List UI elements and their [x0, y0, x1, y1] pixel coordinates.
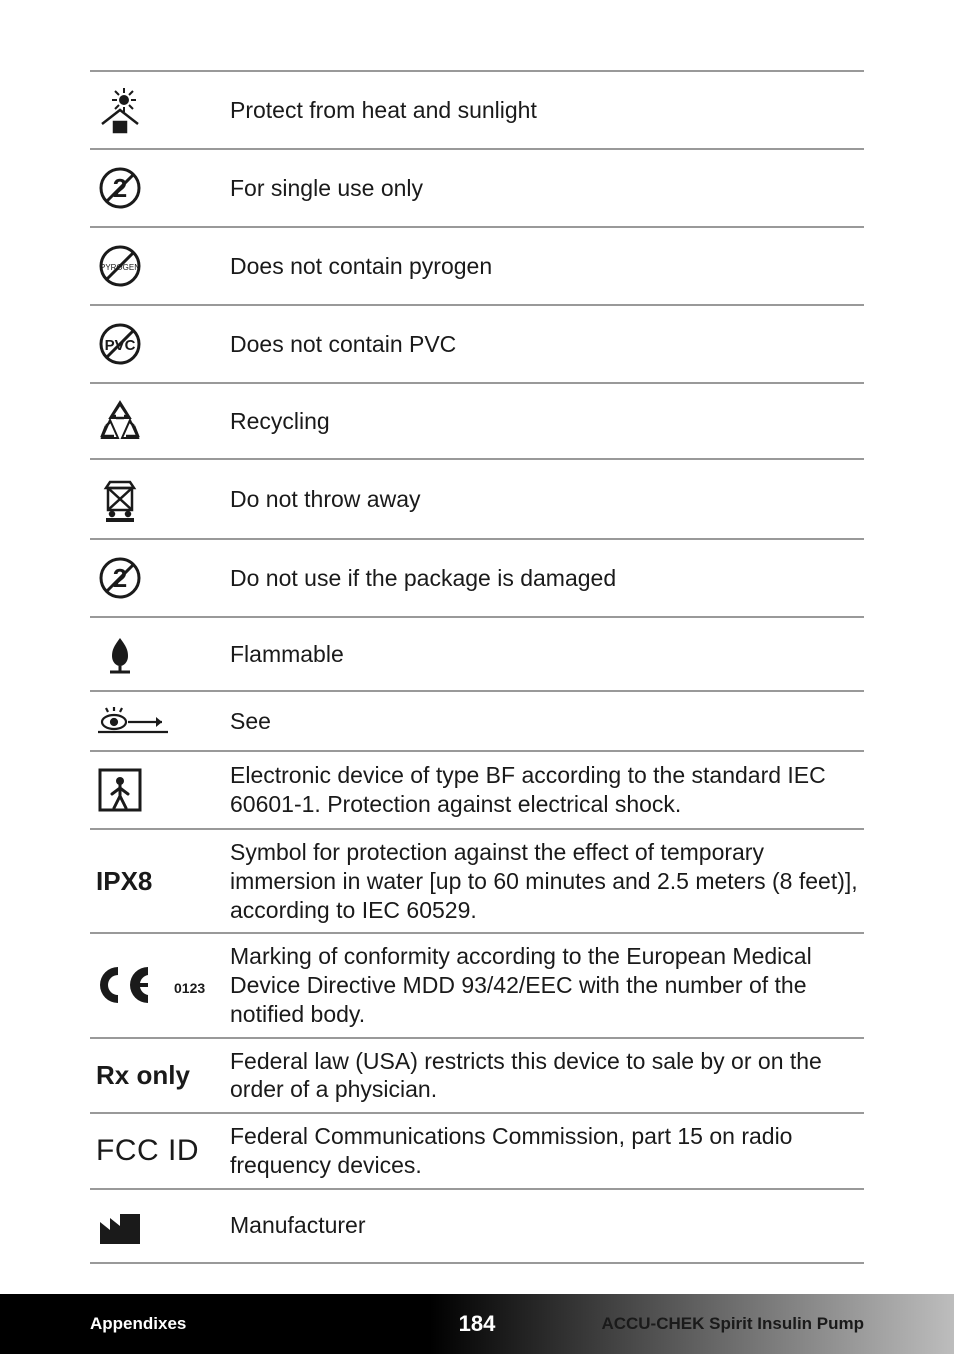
description-cell: Flammable — [230, 617, 864, 691]
damaged-package-icon — [96, 554, 144, 602]
description-cell: Recycling — [230, 383, 864, 459]
table-row: Recycling — [90, 383, 864, 459]
table-row: IPX8 Symbol for protection against the ef… — [90, 829, 864, 933]
description-cell: Manufacturer — [230, 1189, 864, 1263]
flammable-icon — [96, 632, 144, 676]
table-row: Protect from heat and sunlight — [90, 71, 864, 149]
weee-icon — [96, 474, 144, 524]
symbol-cell: IPX8 — [90, 829, 230, 933]
symbol-cell — [90, 539, 230, 617]
table-row: Flammable — [90, 617, 864, 691]
page: Protect from heat and sunlightFor single… — [0, 0, 954, 1354]
description-cell: Do not use if the package is damaged — [230, 539, 864, 617]
symbol-cell — [90, 459, 230, 539]
no-pyrogen-icon — [96, 242, 144, 290]
content-area: Protect from heat and sunlightFor single… — [0, 0, 954, 1264]
type-bf-icon — [96, 766, 144, 814]
description-cell: Federal Communications Commission, part … — [230, 1113, 864, 1189]
table-row: See — [90, 691, 864, 751]
description-cell: Marking of conformity according to the E… — [230, 933, 864, 1037]
description-cell: Electronic device of type BF according t… — [230, 751, 864, 829]
symbol-text-label: IPX8 — [96, 866, 152, 896]
symbol-cell — [90, 149, 230, 227]
table-row: Rx only Federal law (USA) restricts this … — [90, 1038, 864, 1114]
description-cell: For single use only — [230, 149, 864, 227]
symbol-cell: FCC ID — [90, 1113, 230, 1189]
table-row: Do not use if the package is damaged — [90, 539, 864, 617]
symbol-cell — [90, 1189, 230, 1263]
footer-product-name: ACCU-CHEK Spirit Insulin Pump — [601, 1314, 864, 1334]
symbol-text-label: Rx only — [96, 1060, 190, 1090]
no-pvc-icon — [96, 320, 144, 368]
table-row: Does not contain pyrogen — [90, 227, 864, 305]
symbol-text-label: FCC ID — [96, 1134, 199, 1167]
description-cell: Symbol for protection against the effect… — [230, 829, 864, 933]
symbol-cell — [90, 933, 230, 1037]
symbol-cell — [90, 751, 230, 829]
heat-sun-icon — [96, 86, 144, 134]
description-cell: Federal law (USA) restricts this device … — [230, 1038, 864, 1114]
description-cell: Does not contain PVC — [230, 305, 864, 383]
ce-mark-icon — [96, 961, 206, 1009]
symbol-cell — [90, 305, 230, 383]
description-cell: Protect from heat and sunlight — [230, 71, 864, 149]
table-row: For single use only — [90, 149, 864, 227]
table-row: FCC ID Federal Communications Commission,… — [90, 1113, 864, 1189]
symbol-cell — [90, 691, 230, 751]
manufacturer-icon — [96, 1204, 144, 1248]
table-row: Marking of conformity according to the E… — [90, 933, 864, 1037]
table-row: Does not contain PVC — [90, 305, 864, 383]
symbol-cell — [90, 71, 230, 149]
table-row: Electronic device of type BF according t… — [90, 751, 864, 829]
symbol-cell — [90, 227, 230, 305]
symbol-cell: Rx only — [90, 1038, 230, 1114]
symbols-table: Protect from heat and sunlightFor single… — [90, 70, 864, 1264]
single-use-icon — [96, 164, 144, 212]
page-footer: Appendixes 184 ACCU-CHEK Spirit Insulin … — [0, 1294, 954, 1354]
recycling-icon — [96, 398, 144, 444]
description-cell: See — [230, 691, 864, 751]
table-row: Manufacturer — [90, 1189, 864, 1263]
symbol-cell — [90, 617, 230, 691]
table-row: Do not throw away — [90, 459, 864, 539]
description-cell: Do not throw away — [230, 459, 864, 539]
symbol-cell — [90, 383, 230, 459]
description-cell: Does not contain pyrogen — [230, 227, 864, 305]
see-icon — [96, 706, 170, 736]
